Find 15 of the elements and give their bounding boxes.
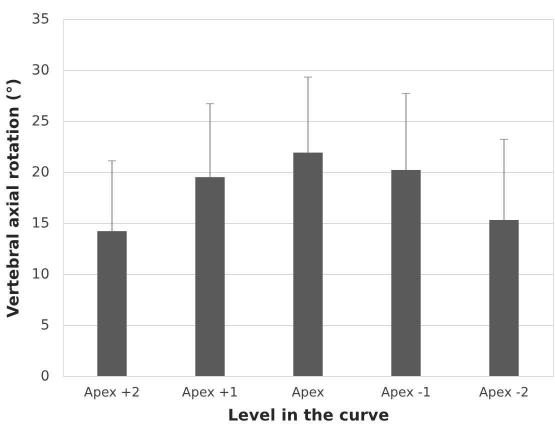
y-tick-label: 15 <box>32 216 50 232</box>
x-axis-title: Level in the curve <box>228 406 390 424</box>
y-tick-label: 5 <box>40 318 50 334</box>
y-tick-label: 20 <box>32 164 50 180</box>
x-tick-label: Apex -1 <box>381 386 431 400</box>
y-tick-label: 0 <box>40 368 50 384</box>
y-tick-label: 35 <box>32 12 50 28</box>
y-tick-label: 25 <box>32 114 50 130</box>
x-tick-label: Apex +2 <box>84 386 140 400</box>
y-tick-label: 10 <box>32 266 50 282</box>
x-tick-label: Apex -2 <box>479 386 529 400</box>
x-tick-label: Apex +1 <box>182 386 238 400</box>
x-tick-label: Apex <box>292 386 325 400</box>
y-axis-title: Vertebral axial rotation (°) <box>4 78 23 318</box>
y-tick-label: 30 <box>32 62 50 78</box>
